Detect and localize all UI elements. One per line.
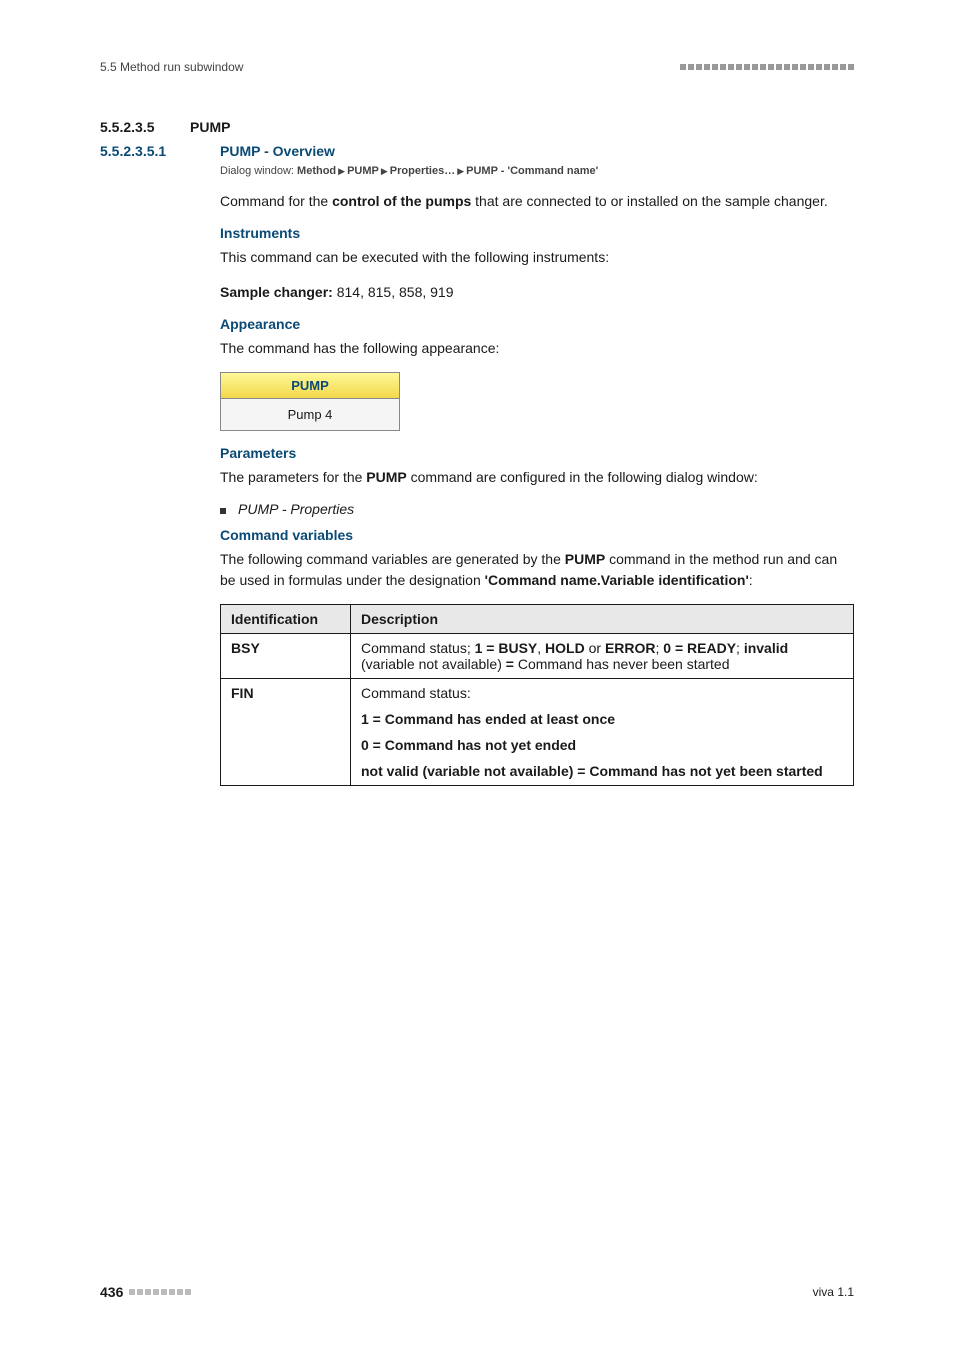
instruments-value: Sample changer: 814, 815, 858, 919 <box>220 282 854 302</box>
text-bold: 0 = Command has not yet ended <box>361 737 843 753</box>
text-span: , <box>537 640 545 656</box>
text-span: The following command variables are gene… <box>220 551 565 567</box>
table-header-identification: Identification <box>221 605 351 634</box>
text-bold: 1 = Command has ended at least once <box>361 711 843 727</box>
subsection-title: PUMP - Overview <box>220 143 335 159</box>
text-bold: invalid <box>744 640 788 656</box>
content-area: Dialog window: Method▶PUMP▶Properties…▶P… <box>220 165 854 786</box>
bullet-item: PUMP - Properties <box>220 501 854 517</box>
appearance-heading: Appearance <box>220 316 854 332</box>
text-span: Command status; <box>361 640 475 656</box>
instruments-line: This command can be executed with the fo… <box>220 247 854 267</box>
header-decoration <box>680 64 854 70</box>
text-span: 814, 815, 858, 919 <box>333 284 454 300</box>
triangle-icon: ▶ <box>338 166 345 177</box>
table-header-description: Description <box>351 605 854 634</box>
footer-page-number: 436 <box>100 1284 191 1300</box>
text-bold: PUMP <box>565 551 605 567</box>
dialog-part: PUMP - 'Command name' <box>466 165 598 177</box>
parameters-line: The parameters for the PUMP command are … <box>220 467 854 487</box>
text-bold: HOLD <box>545 640 585 656</box>
text-span: ; <box>736 640 744 656</box>
text-bold: PUMP <box>366 469 406 485</box>
triangle-icon: ▶ <box>381 166 388 177</box>
footer-decoration <box>129 1289 191 1295</box>
text-bold: ERROR <box>605 640 656 656</box>
table-cell-id: FIN <box>221 679 351 786</box>
dialog-part: Method <box>297 165 336 177</box>
text-span: : <box>749 572 753 588</box>
command-variables-line: The following command variables are gene… <box>220 549 854 590</box>
header-breadcrumb: 5.5 Method run subwindow <box>100 60 243 74</box>
table-cell-desc: Command status; 1 = BUSY, HOLD or ERROR;… <box>351 634 854 679</box>
table-header-row: Identification Description <box>221 605 854 634</box>
dialog-prefix: Dialog window: <box>220 165 297 177</box>
text-bold: control of the pumps <box>332 193 471 209</box>
parameters-heading: Parameters <box>220 445 854 461</box>
instruments-heading: Instruments <box>220 225 854 241</box>
appearance-line: The command has the following appearance… <box>220 338 854 358</box>
command-variables-heading: Command variables <box>220 527 854 543</box>
dialog-part: Properties… <box>390 165 455 177</box>
dialog-part: PUMP <box>347 165 379 177</box>
text-span: Command status: <box>361 685 843 701</box>
pump-box-header: PUMP <box>221 373 399 399</box>
text-bold: 1 = BUSY <box>475 640 538 656</box>
page-header: 5.5 Method run subwindow <box>100 60 854 74</box>
text-span: The parameters for the <box>220 469 366 485</box>
text-span: Command for the <box>220 193 332 209</box>
subsection-number: 5.5.2.3.5.1 <box>100 143 220 159</box>
footer-version: viva 1.1 <box>813 1285 854 1299</box>
text-bold: Sample changer: <box>220 284 333 300</box>
pump-command-box: PUMP Pump 4 <box>220 372 400 431</box>
dialog-path: Dialog window: Method▶PUMP▶Properties…▶P… <box>220 165 854 177</box>
section-title: PUMP <box>190 119 230 135</box>
text-bold: = <box>506 656 514 672</box>
text-span: Command has never been started <box>514 656 730 672</box>
intro-paragraph: Command for the control of the pumps tha… <box>220 191 854 211</box>
table-row: BSY Command status; 1 = BUSY, HOLD or ER… <box>221 634 854 679</box>
text-span: command are configured in the following … <box>407 469 758 485</box>
text-span: (variable not available) <box>361 656 506 672</box>
page-footer: 436 viva 1.1 <box>100 1284 854 1300</box>
text-bold: 'Command name.Variable identification' <box>485 572 749 588</box>
text-bold: 0 = READY <box>663 640 736 656</box>
triangle-icon: ▶ <box>457 166 464 177</box>
table-cell-desc: Command status: 1 = Command has ended at… <box>351 679 854 786</box>
text-span: or <box>585 640 605 656</box>
bullet-icon <box>220 508 226 514</box>
page-number: 436 <box>100 1284 123 1300</box>
text-bold: not valid (variable not available) = Com… <box>361 763 843 779</box>
subsection-heading: 5.5.2.3.5.1 PUMP - Overview <box>100 143 854 159</box>
pump-box-body: Pump 4 <box>221 399 399 430</box>
table-cell-id: BSY <box>221 634 351 679</box>
section-number: 5.5.2.3.5 <box>100 119 190 135</box>
text-span: that are connected to or installed on th… <box>471 193 827 209</box>
table-row: FIN Command status: 1 = Command has ende… <box>221 679 854 786</box>
variables-table: Identification Description BSY Command s… <box>220 604 854 786</box>
bullet-text: PUMP - Properties <box>238 501 354 517</box>
section-heading: 5.5.2.3.5 PUMP <box>100 119 854 135</box>
